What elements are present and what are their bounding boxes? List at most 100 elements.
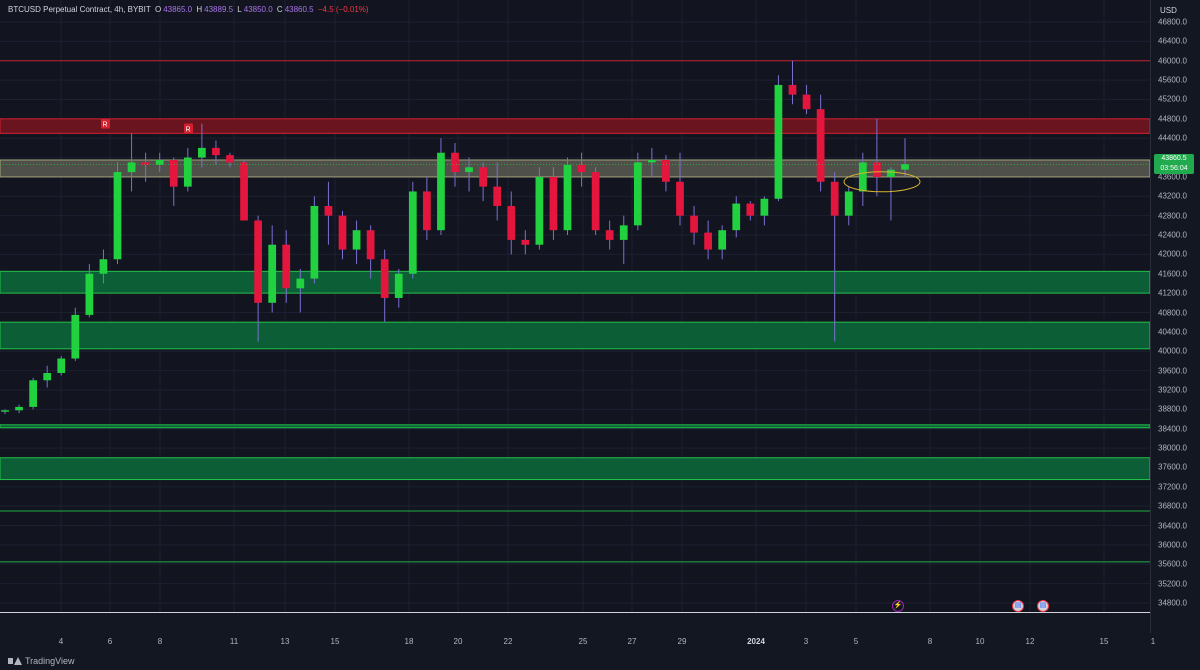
highlight-ellipse xyxy=(843,171,921,193)
bullish-candle xyxy=(535,176,544,245)
bullish-candle xyxy=(732,203,741,231)
bearish-candle xyxy=(873,162,881,177)
time-tick-label: 5 xyxy=(853,637,859,646)
lightning-icon[interactable]: ⚡ xyxy=(892,600,904,612)
bullish-candle xyxy=(465,167,473,173)
time-tick-label: 15 xyxy=(1099,637,1109,646)
time-tick-label: 1 xyxy=(1150,637,1156,646)
bullish-candle xyxy=(394,273,403,298)
time-tick-label: 4 xyxy=(58,637,64,646)
signal-label: R xyxy=(102,122,107,129)
bearish-candle xyxy=(169,159,178,187)
close-value: 43860.5 xyxy=(284,5,314,14)
bearish-candle xyxy=(704,232,712,250)
bearish-candle xyxy=(380,259,389,298)
price-tick-label: 41600.0 xyxy=(1158,269,1187,279)
bullish-candle xyxy=(127,162,136,173)
high-label: H xyxy=(196,5,203,14)
change-value: −4.5 (−0.01%) xyxy=(317,5,369,14)
time-tick-label: 6 xyxy=(107,637,113,646)
price-tick-label: 38000.0 xyxy=(1158,443,1187,453)
price-tick-label: 43200.0 xyxy=(1158,191,1187,201)
price-tick-label: 35200.0 xyxy=(1158,579,1187,589)
time-tick-label: 29 xyxy=(677,637,687,646)
price-tick-label: 42400.0 xyxy=(1158,230,1187,240)
price-tick-label: 43600.0 xyxy=(1158,172,1187,182)
footer xyxy=(0,650,1200,670)
bearish-candle xyxy=(746,203,755,216)
bullish-candle xyxy=(844,191,853,216)
price-tick-label: 44400.0 xyxy=(1158,133,1187,143)
signal-label: R xyxy=(185,127,190,134)
bearish-candle xyxy=(591,172,600,231)
time-tick-label: 13 xyxy=(280,637,290,646)
time-tick-label: 8 xyxy=(927,637,933,646)
bullish-candle xyxy=(183,157,192,187)
bearish-candle xyxy=(479,167,487,187)
bullish-candle xyxy=(408,191,417,274)
price-chart[interactable]: RR xyxy=(0,0,1150,612)
symbol-title[interactable]: BTCUSD Perpetual Contract, 4h, BYBIT xyxy=(8,5,151,14)
time-tick-label: 8 xyxy=(157,637,163,646)
bearish-candle xyxy=(662,159,670,182)
bearish-candle xyxy=(423,191,431,231)
price-tick-label: 34800.0 xyxy=(1158,598,1187,608)
bullish-candle xyxy=(858,162,867,192)
symbol-legend: BTCUSD Perpetual Contract, 4h, BYBIT O 43… xyxy=(8,5,371,14)
bar-countdown: 03:56:04 xyxy=(1160,165,1188,173)
bearish-candle xyxy=(676,181,684,216)
tradingview-logo[interactable]: TradingView xyxy=(8,656,75,666)
bullish-candle xyxy=(718,230,727,250)
time-tick-label: 20 xyxy=(453,637,463,646)
price-tick-label: 46800.0 xyxy=(1158,17,1187,27)
bearish-candle xyxy=(802,94,811,110)
resistance-zone xyxy=(0,118,1150,134)
bullish-candle xyxy=(99,259,108,274)
bullish-candle xyxy=(43,373,52,381)
low-label: L xyxy=(237,5,242,14)
time-axis[interactable] xyxy=(0,633,1150,650)
price-tick-label: 39600.0 xyxy=(1158,366,1187,376)
time-tick-label: 3 xyxy=(803,637,809,646)
price-tick-label: 45200.0 xyxy=(1158,94,1187,104)
bearish-candle xyxy=(830,181,839,216)
high-value: 43889.5 xyxy=(204,5,234,14)
bullish-candle xyxy=(198,147,206,158)
bearish-candle xyxy=(690,215,698,233)
price-tick-label: 38400.0 xyxy=(1158,424,1187,434)
currency-label[interactable]: USD xyxy=(1160,6,1177,15)
bullish-candle xyxy=(268,244,277,303)
price-tick-label: 45600.0 xyxy=(1158,75,1187,85)
bullish-candle xyxy=(71,314,80,359)
bearish-candle xyxy=(254,220,262,303)
bullish-candle xyxy=(887,169,895,177)
bearish-candle xyxy=(605,230,614,240)
bearish-candle xyxy=(451,152,459,173)
price-tick-label: 37600.0 xyxy=(1158,462,1187,472)
price-tick-label: 42000.0 xyxy=(1158,249,1187,259)
close-label: C xyxy=(276,5,283,14)
bullish-candle xyxy=(563,164,572,231)
time-tick-label: 11 xyxy=(229,637,239,646)
bearish-candle xyxy=(338,215,347,250)
price-axis[interactable] xyxy=(1150,0,1200,633)
bullish-candle xyxy=(648,159,656,163)
bullish-candle xyxy=(85,273,94,315)
price-tick-label: 44800.0 xyxy=(1158,114,1187,124)
support-zone xyxy=(0,424,1150,429)
price-tick-label: 41200.0 xyxy=(1158,288,1187,298)
last-price-tag: 43860.5 03:56:04 xyxy=(1154,154,1194,175)
signal-badge xyxy=(101,118,110,129)
us-flag-icon[interactable]: ▤ xyxy=(1012,600,1024,612)
price-tick-label: 40400.0 xyxy=(1158,327,1187,337)
bullish-candle xyxy=(774,84,783,199)
price-tick-label: 36000.0 xyxy=(1158,540,1187,550)
bearish-candle xyxy=(549,176,558,231)
bearish-candle xyxy=(141,162,150,165)
price-tick-label: 36800.0 xyxy=(1158,501,1187,511)
bullish-candle xyxy=(310,205,319,279)
tradingview-logo-icon xyxy=(8,657,22,665)
us-flag-icon[interactable]: ▤ xyxy=(1037,600,1049,612)
price-tick-label: 46400.0 xyxy=(1158,36,1187,46)
